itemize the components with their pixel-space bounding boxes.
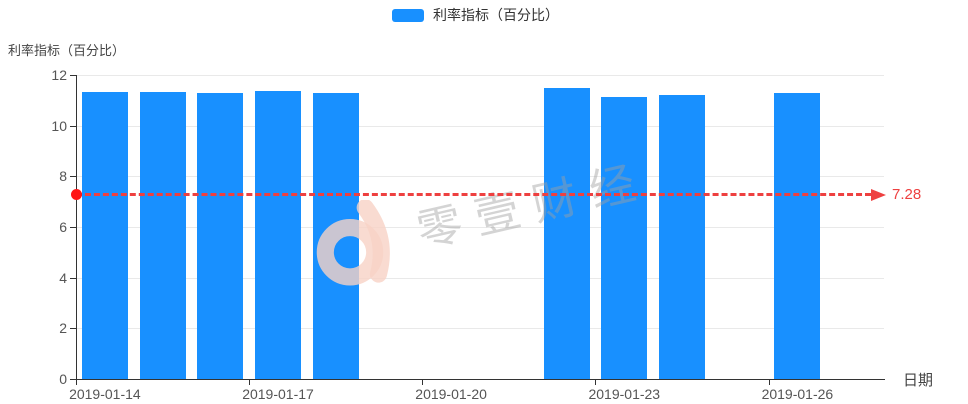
y-tick-label-2: 2 — [59, 320, 67, 337]
y-tick-12 — [70, 75, 76, 76]
y-tick-label-10: 10 — [51, 117, 67, 134]
x-tick-label-2019-01-23: 2019-01-23 — [588, 386, 661, 402]
y-axis-title: 利率指标（百分比） — [8, 43, 126, 58]
y-tick-label-0: 0 — [59, 371, 67, 387]
x-tick-2019-01-26 — [768, 379, 770, 385]
y-axis-line — [76, 75, 77, 380]
gridline-12 — [76, 75, 884, 76]
x-tick-label-2019-01-20: 2019-01-20 — [415, 386, 487, 402]
bar-2019-01-16[interactable] — [197, 92, 244, 379]
gridline-2 — [76, 328, 884, 330]
markline-dash-line — [76, 193, 871, 197]
gridline-8 — [76, 176, 884, 178]
gridline-6 — [76, 227, 884, 228]
y-tick-2 — [70, 328, 76, 330]
gridline-10 — [76, 125, 884, 127]
bar-2019-01-15[interactable] — [139, 92, 186, 379]
y-tick-label-8: 8 — [59, 168, 67, 185]
y-tick-4 — [70, 277, 76, 279]
x-tick-2019-01-17 — [249, 379, 251, 385]
markline-start-dot-icon — [70, 189, 82, 201]
x-tick-2019-01-20 — [422, 379, 424, 385]
bar-2019-01-17[interactable] — [254, 90, 302, 379]
y-tick-label-6: 6 — [59, 219, 67, 235]
bar-2019-01-18[interactable] — [312, 93, 359, 379]
gridline-4 — [76, 277, 884, 279]
x-axis-line — [76, 379, 885, 380]
y-tick-10 — [70, 125, 76, 127]
y-tick-label-12: 12 — [51, 67, 67, 83]
bar-2019-01-23[interactable] — [601, 96, 648, 379]
markline-arrow-icon — [871, 188, 886, 201]
x-tick-label-2019-01-26: 2019-01-26 — [761, 386, 834, 402]
legend-label: 利率指标（百分比） — [433, 7, 559, 23]
x-tick-label-2019-01-14: 2019-01-14 — [69, 386, 141, 402]
x-tick-label-2019-01-17: 2019-01-17 — [242, 386, 314, 402]
x-tick-2019-01-14 — [76, 379, 77, 385]
y-tick-0 — [70, 379, 76, 380]
y-tick-6 — [70, 227, 76, 228]
y-tick-label-4: 4 — [59, 269, 67, 286]
bar-2019-01-14[interactable] — [81, 92, 128, 379]
bar-2019-01-22[interactable] — [543, 87, 590, 379]
x-axis-title: 日期 — [903, 372, 934, 389]
markline-value-label: 7.28 — [892, 185, 922, 203]
y-tick-8 — [70, 176, 76, 178]
legend-marker-icon — [392, 8, 424, 22]
legend-item[interactable]: 利率指标（百分比） — [392, 5, 559, 25]
bar-2019-01-24[interactable] — [658, 94, 706, 379]
x-tick-2019-01-23 — [595, 379, 597, 385]
bar-2019-01-26[interactable] — [774, 92, 821, 379]
